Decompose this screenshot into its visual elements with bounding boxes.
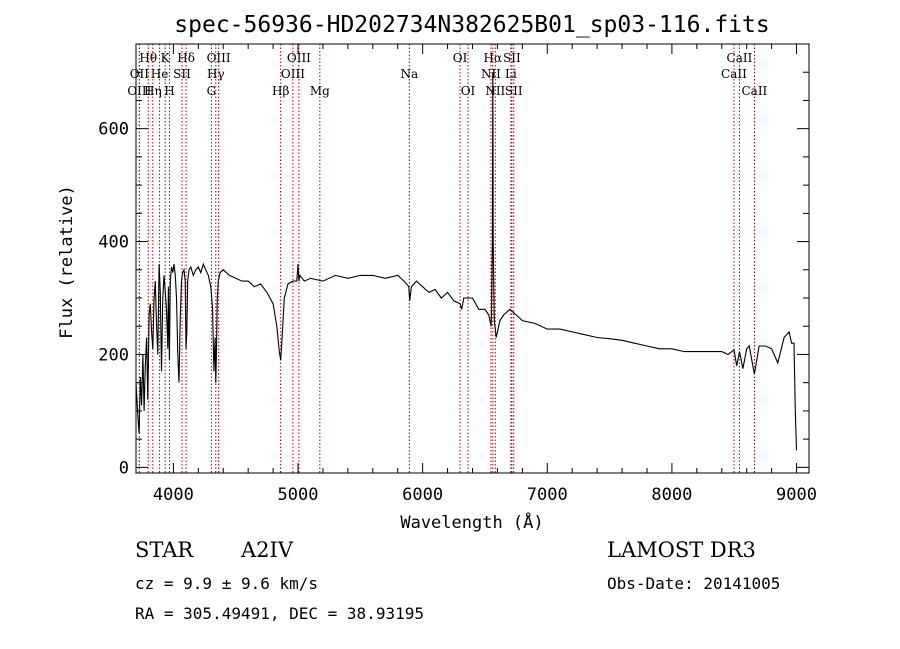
x-tick-label: 9000 — [776, 485, 817, 505]
y-tick-label: 200 — [98, 345, 129, 365]
line-marker-label: CaII — [741, 84, 767, 98]
plot-frame — [135, 43, 810, 474]
line-marker-label: K — [161, 51, 171, 65]
line-marker-label: OIII — [287, 51, 311, 65]
line-marker-label: H — [164, 84, 174, 98]
line-marker-label: Na — [400, 67, 418, 81]
line-marker-label: CaII — [727, 51, 753, 65]
y-tick-label: 400 — [98, 233, 129, 253]
line-marker-label: CaII — [721, 67, 747, 81]
x-tick-label: 4000 — [153, 485, 194, 505]
coordinates: RA = 305.49491, DEC = 38.93195 — [135, 604, 424, 623]
line-marker-label: OIII — [207, 51, 231, 65]
line-marker-label: OIII — [127, 84, 151, 98]
x-tick-label: 5000 — [278, 485, 319, 505]
line-marker-label: Hγ — [207, 67, 225, 81]
line-marker-label: OII — [130, 67, 150, 81]
line-marker-label: Hδ — [177, 51, 195, 65]
x-axis-ticks: 4000 5000 6000 7000 8000 9000 — [153, 44, 817, 505]
chart-title: spec-56936-HD202734N382625B01_sp03-116.f… — [174, 12, 769, 38]
y-tick-label: 0 — [119, 458, 129, 478]
line-marker-label: NII — [485, 84, 505, 98]
line-marker-label: SII — [173, 67, 191, 81]
redshift-velocity: cz = 9.9 ± 9.6 km/s — [135, 574, 319, 593]
line-marker-label: G — [207, 84, 217, 98]
line-marker-label: SII — [503, 51, 521, 65]
line-marker-label: OI — [453, 51, 468, 65]
line-marker-label: SII — [505, 84, 523, 98]
object-class: STAR — [135, 538, 194, 562]
survey-name: LAMOST DR3 — [607, 538, 756, 562]
line-marker-label: Hθ — [139, 51, 157, 65]
y-tick-label: 600 — [98, 120, 129, 140]
line-marker-label: Hβ — [272, 84, 289, 98]
line-marker-label: Mg — [310, 84, 330, 98]
x-tick-label: 7000 — [527, 485, 568, 505]
x-tick-label: 6000 — [402, 485, 443, 505]
y-axis-label: Flux (relative) — [57, 185, 77, 339]
line-marker-label: OIII — [281, 67, 305, 81]
object-subclass: A2IV — [241, 538, 293, 562]
x-axis-label: Wavelength (Å) — [400, 511, 543, 533]
line-marker-label: Li — [505, 67, 517, 81]
y-axis-ticks: 0 200 400 600 — [98, 71, 809, 478]
emission-line-markers: Hθ OII OIII K He Hη Hδ SII H OIII Hγ G OIII OIII Hβ Mg N… — [127, 44, 768, 473]
spectrum-flux-line — [135, 72, 798, 451]
line-marker-label: NII — [481, 67, 501, 81]
observation-date: Obs-Date: 20141005 — [607, 574, 781, 593]
line-marker-label: He — [151, 67, 169, 81]
line-marker-label: Hη — [144, 84, 162, 98]
line-marker-label: Hα — [484, 51, 503, 65]
x-tick-label: 8000 — [651, 485, 692, 505]
line-marker-label: OI — [461, 84, 476, 98]
